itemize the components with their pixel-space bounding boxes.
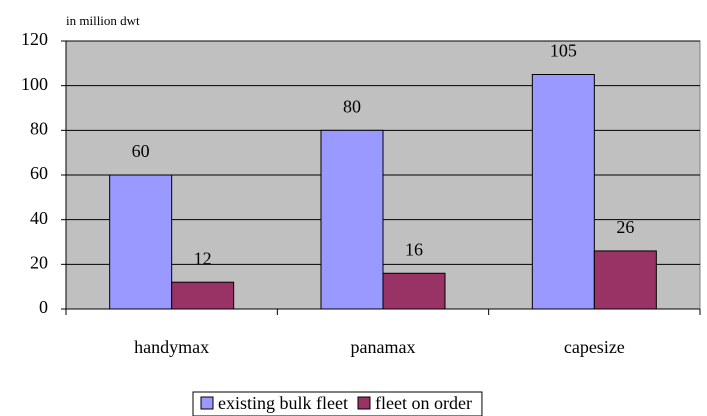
x-tick-label: handymax: [134, 337, 209, 357]
y-tick-label: 80: [30, 118, 48, 138]
x-tick-label: panamax: [351, 337, 416, 357]
y-tick-label: 60: [30, 163, 48, 183]
x-tick-label: capesize: [564, 337, 625, 357]
legend-swatch: [357, 396, 371, 410]
bar: [382, 272, 446, 310]
y-tick-label: 40: [30, 208, 48, 228]
bar: [531, 74, 595, 310]
y-tick-label: 20: [30, 252, 48, 272]
bar: [593, 250, 657, 310]
legend-box: [192, 391, 483, 416]
y-axis-label: in million dwt: [66, 13, 140, 28]
data-label: 105: [550, 41, 577, 61]
data-label: 80: [343, 96, 361, 116]
legend-label: fleet on order: [375, 393, 472, 413]
y-tick-label: 120: [21, 29, 48, 49]
bar: [320, 129, 384, 310]
legend-swatch: [200, 396, 214, 410]
y-tick-label: 100: [21, 74, 48, 94]
data-label: 60: [132, 141, 150, 161]
data-label: 16: [405, 239, 423, 259]
y-tick-label: 0: [39, 297, 48, 317]
data-label: 26: [616, 217, 634, 237]
bar: [109, 174, 173, 310]
bar: [171, 281, 235, 310]
legend-label: existing bulk fleet: [218, 393, 348, 413]
data-label: 12: [194, 248, 212, 268]
